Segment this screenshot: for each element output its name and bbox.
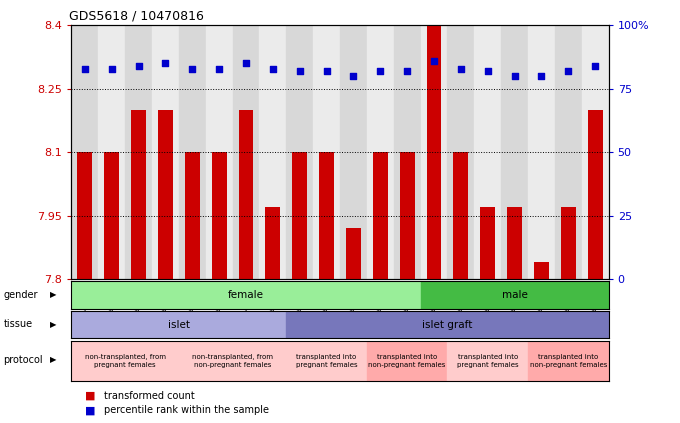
Bar: [71, 311, 286, 338]
Bar: [233, 25, 260, 279]
Bar: [265, 207, 280, 279]
Bar: [394, 25, 420, 279]
Point: [482, 68, 493, 74]
Text: transplanted into
non-pregnant females: transplanted into non-pregnant females: [369, 354, 446, 368]
Bar: [555, 25, 582, 279]
Bar: [71, 25, 98, 279]
Text: GDS5618 / 10470816: GDS5618 / 10470816: [69, 10, 203, 23]
Bar: [447, 341, 528, 381]
Bar: [206, 25, 233, 279]
Point: [187, 65, 198, 72]
Point: [80, 65, 90, 72]
Bar: [239, 110, 254, 279]
Text: ■: ■: [85, 405, 95, 415]
Text: tissue: tissue: [3, 319, 33, 330]
Text: ■: ■: [85, 390, 95, 401]
Bar: [313, 25, 340, 279]
Bar: [292, 152, 307, 279]
Point: [267, 65, 278, 72]
Bar: [260, 25, 286, 279]
Bar: [400, 152, 415, 279]
Bar: [501, 25, 528, 279]
Bar: [588, 110, 602, 279]
Bar: [78, 152, 92, 279]
Bar: [367, 341, 447, 381]
Point: [214, 65, 224, 72]
Text: transplanted into
non-pregnant females: transplanted into non-pregnant females: [530, 354, 607, 368]
Point: [348, 73, 359, 80]
Text: male: male: [502, 290, 528, 300]
Bar: [426, 25, 441, 279]
Bar: [454, 152, 469, 279]
Bar: [420, 25, 447, 279]
Point: [509, 73, 520, 80]
Point: [160, 60, 171, 67]
Text: gender: gender: [3, 290, 38, 300]
Point: [133, 63, 144, 69]
Bar: [211, 152, 226, 279]
Bar: [185, 152, 200, 279]
Text: non-transplanted, from
pregnant females: non-transplanted, from pregnant females: [84, 354, 166, 368]
Bar: [286, 341, 367, 381]
Bar: [420, 281, 609, 309]
Bar: [475, 25, 501, 279]
Bar: [104, 152, 119, 279]
Text: ▶: ▶: [50, 290, 56, 299]
Point: [536, 73, 547, 80]
Bar: [528, 341, 609, 381]
Bar: [561, 207, 576, 279]
Bar: [131, 110, 146, 279]
Bar: [507, 207, 522, 279]
Bar: [319, 152, 334, 279]
Point: [321, 68, 332, 74]
Text: ▶: ▶: [50, 355, 56, 364]
Point: [294, 68, 305, 74]
Text: islet: islet: [168, 320, 190, 330]
Text: transplanted into
pregnant females: transplanted into pregnant females: [457, 354, 519, 368]
Text: female: female: [228, 290, 264, 300]
Bar: [179, 341, 286, 381]
Point: [456, 65, 466, 72]
Bar: [152, 25, 179, 279]
Bar: [447, 25, 475, 279]
Point: [402, 68, 413, 74]
Bar: [179, 25, 206, 279]
Point: [375, 68, 386, 74]
Point: [590, 63, 600, 69]
Bar: [340, 25, 367, 279]
Bar: [480, 207, 495, 279]
Text: ▶: ▶: [50, 320, 56, 329]
Bar: [71, 341, 179, 381]
Text: percentile rank within the sample: percentile rank within the sample: [104, 405, 269, 415]
Bar: [582, 25, 609, 279]
Point: [563, 68, 574, 74]
Text: islet graft: islet graft: [422, 320, 473, 330]
Bar: [367, 25, 394, 279]
Point: [428, 58, 439, 64]
Text: transplanted into
pregnant females: transplanted into pregnant females: [296, 354, 358, 368]
Text: transformed count: transformed count: [104, 390, 194, 401]
Bar: [286, 25, 313, 279]
Bar: [528, 25, 555, 279]
Point: [241, 60, 252, 67]
Bar: [71, 281, 420, 309]
Point: [106, 65, 117, 72]
Bar: [158, 110, 173, 279]
Bar: [346, 228, 361, 279]
Text: protocol: protocol: [3, 354, 43, 365]
Bar: [373, 152, 388, 279]
Bar: [534, 262, 549, 279]
Bar: [125, 25, 152, 279]
Bar: [286, 311, 609, 338]
Bar: [99, 25, 125, 279]
Text: non-transplanted, from
non-pregnant females: non-transplanted, from non-pregnant fema…: [192, 354, 273, 368]
